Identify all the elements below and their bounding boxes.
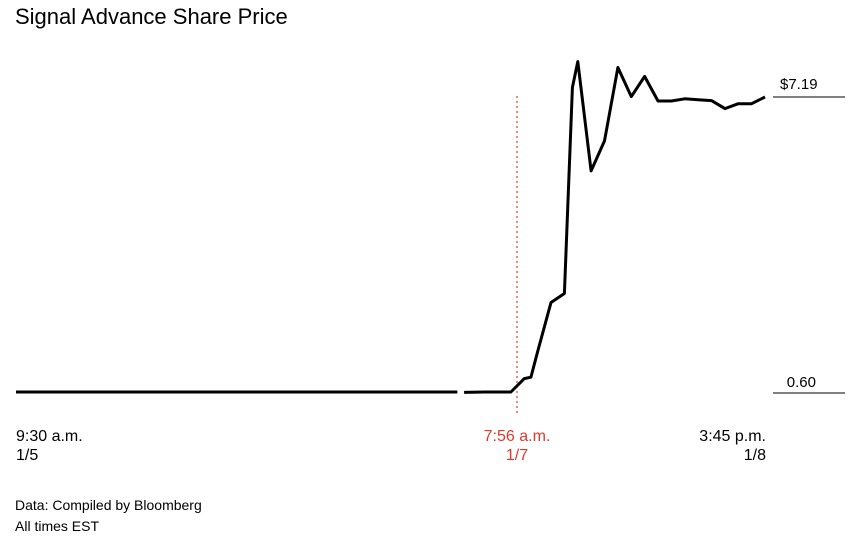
x-label-marker-date: 1/7 [505,447,529,464]
x-label-marker: 7:56 a.m. 1/7 [467,427,567,465]
series-line-0 [16,60,766,394]
footer-note: All times EST [15,518,100,534]
footer-source: Data: Compiled by Bloomberg [15,497,202,513]
x-label-end-date: 1/8 [743,447,766,464]
y-label-bottom: 0.60 [786,374,816,391]
x-label-end: 3:45 p.m. 1/8 [666,427,766,465]
x-label-marker-time: 7:56 a.m. [483,428,551,445]
x-label-start: 9:30 a.m. 1/5 [16,427,83,465]
y-label-top: $7.19 [780,76,818,93]
x-label-start-date: 1/5 [16,447,39,464]
series-group [16,60,766,394]
x-label-start-time: 9:30 a.m. [16,428,83,445]
chart-title: Signal Advance Share Price [15,4,288,29]
x-label-end-time: 3:45 p.m. [699,428,766,445]
